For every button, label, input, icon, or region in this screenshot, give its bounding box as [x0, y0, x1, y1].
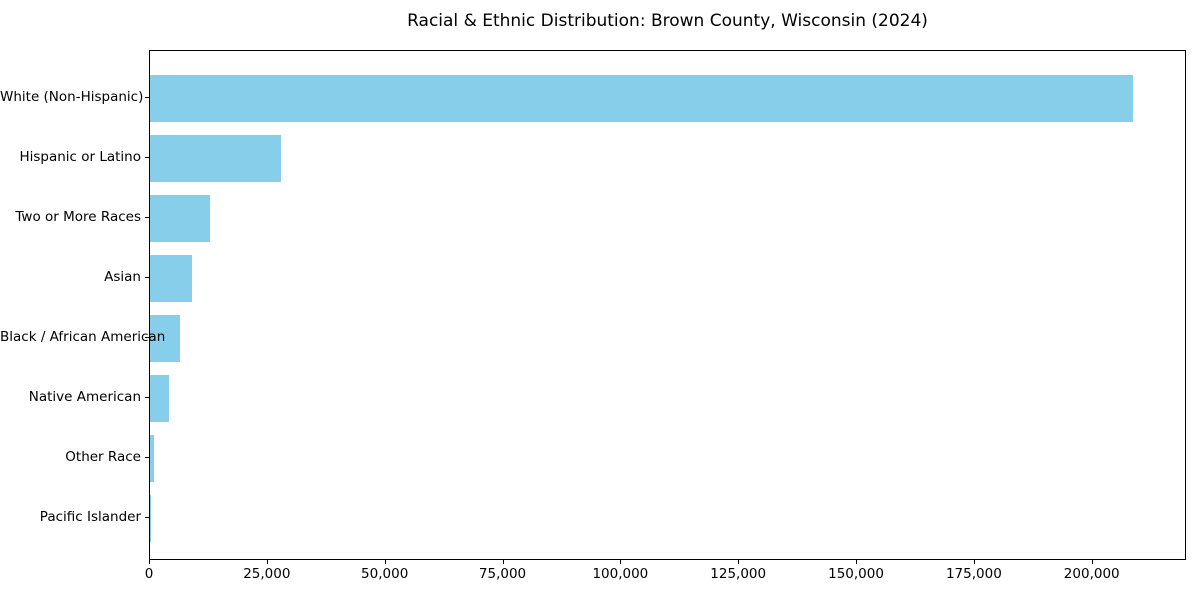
x-tick-label: 125,000 — [710, 566, 767, 582]
bar-hispanic-or-latino — [150, 134, 281, 182]
x-tick-mark — [620, 560, 622, 564]
y-tick-label: Pacific Islander — [39, 508, 141, 525]
x-tick-label: 0 — [144, 566, 154, 582]
x-tick-mark — [384, 560, 386, 564]
y-tick-mark — [145, 337, 149, 338]
x-tick-mark — [973, 560, 975, 564]
y-tick-label: Two or More Races — [15, 208, 141, 225]
y-tick-mark — [145, 157, 149, 158]
x-tick-mark — [856, 560, 858, 564]
y-tick-mark — [145, 517, 149, 518]
y-tick-label: Native American — [28, 388, 141, 405]
x-tick-mark — [266, 560, 268, 564]
x-tick-label: 50,000 — [361, 566, 409, 582]
x-tick-mark — [502, 560, 504, 564]
y-tick-label: Other Race — [65, 448, 141, 465]
bar-other-race — [150, 434, 155, 482]
x-tick-label: 75,000 — [478, 566, 527, 582]
x-tick-label: 200,000 — [1063, 566, 1120, 582]
bar-black-african-american — [150, 314, 181, 362]
y-tick-label: Asian — [104, 268, 141, 285]
x-tick-label: 150,000 — [828, 566, 884, 582]
bar-white-non-hispanic — [150, 74, 1134, 122]
y-tick-label: Hispanic or Latino — [19, 148, 141, 165]
x-tick-label: 175,000 — [945, 566, 1002, 582]
y-tick-mark — [145, 97, 149, 98]
y-tick-mark — [145, 397, 149, 398]
x-tick-label: 100,000 — [592, 566, 649, 582]
plot-area — [149, 50, 1186, 560]
x-tick-mark — [738, 560, 740, 564]
bar-native-american — [150, 374, 170, 422]
chart-title: Racial & Ethnic Distribution: Brown Coun… — [407, 11, 928, 31]
x-tick-label: 25,000 — [243, 566, 291, 582]
bar-pacific-islander — [150, 494, 151, 542]
x-tick-mark — [149, 560, 150, 564]
y-tick-mark — [145, 217, 149, 218]
bar-two-or-more-races — [150, 194, 210, 242]
x-tick-mark — [1091, 560, 1093, 564]
y-tick-mark — [145, 277, 149, 278]
bar-asian — [150, 254, 192, 302]
y-tick-label: White (Non-Hispanic) — [0, 88, 144, 105]
y-tick-mark — [145, 457, 149, 458]
y-tick-label: Black / African American — [0, 328, 166, 345]
